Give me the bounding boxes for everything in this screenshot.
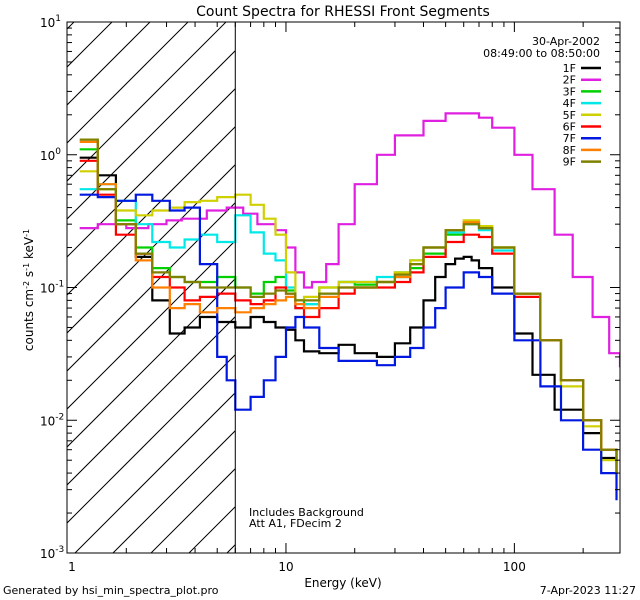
series-line-9f	[79, 138, 618, 474]
y-tick-exp: -1	[55, 280, 64, 290]
legend-label-4f: 4F	[563, 97, 576, 110]
y-label-sup3: -1	[22, 229, 31, 237]
y-axis-label: counts cm-2 s-1 keV-1	[22, 229, 37, 351]
chart-title: Count Spectra for RHESSI Front Segments	[196, 4, 490, 20]
x-tick-labels: 10 100	[278, 560, 526, 574]
hatch-line	[67, 22, 227, 182]
date-label: 30-Apr-2002	[532, 35, 600, 48]
y-tick-exp: -2	[55, 412, 64, 422]
hatch-line	[67, 202, 236, 372]
legend-label-3f: 3F	[563, 85, 576, 98]
legend-label-5f: 5F	[563, 109, 576, 122]
y-tick-label: 10-3	[40, 545, 64, 561]
time-range-label: 08:49:00 to 08:50:00	[483, 47, 600, 60]
x-tick-label: 100	[503, 560, 526, 574]
y-tick-base: 10	[40, 149, 55, 163]
legend-label-1f: 1F	[563, 62, 576, 75]
series-line-5f	[79, 170, 618, 481]
y-tick-base: 10	[40, 547, 55, 561]
y-tick-label: 10-1	[40, 280, 64, 296]
x-axis-label: Energy (keV)	[304, 576, 381, 590]
legend-label-9f: 9F	[563, 156, 576, 169]
y-label-sup2: -1	[22, 263, 31, 271]
legend-label-6f: 6F	[563, 121, 576, 134]
annotation-background: Includes Background	[249, 506, 364, 519]
hatch-line	[67, 88, 236, 258]
series-line-8f	[79, 140, 618, 474]
hatch-line	[67, 354, 236, 524]
series-line-7f	[79, 193, 618, 501]
y-label-sup1: -2	[22, 281, 31, 289]
hatch-line	[112, 430, 236, 553]
y-tick-base: 10	[40, 16, 55, 30]
timestamp-label: 7-Apr-2023 11:27	[540, 584, 636, 597]
series-line-6f	[79, 159, 618, 461]
hatch-line	[67, 50, 236, 220]
y-tick-exp: -3	[55, 545, 64, 555]
hatch-line	[74, 392, 236, 553]
y-tick-label: 101	[40, 14, 61, 30]
x-tick-label-one: 1	[68, 560, 76, 574]
y-label-main: counts cm	[22, 289, 36, 351]
hatch-line	[67, 316, 236, 486]
x-tick-label: 10	[278, 560, 293, 574]
series-line-3f	[79, 148, 618, 474]
y-label-mid: s	[22, 271, 36, 281]
series-group	[79, 112, 620, 501]
y-tick-exp: 1	[55, 14, 61, 24]
hatch-line	[67, 126, 236, 296]
legend-label-7f: 7F	[563, 132, 576, 145]
y-tick-label: 100	[40, 147, 61, 163]
y-tick-base: 10	[40, 282, 55, 296]
y-tick-exp: 0	[55, 147, 61, 157]
hatch-line	[67, 22, 151, 106]
y-label-end: keV	[22, 236, 36, 263]
series-line-1f	[79, 156, 618, 474]
hatch-line	[67, 22, 189, 144]
y-tick-base: 10	[40, 414, 55, 428]
annotation-attenuator: Att A1, FDecim 2	[249, 517, 342, 530]
hatch-line	[67, 22, 113, 68]
y-tick-label: 10-2	[40, 412, 64, 428]
generated-by-label: Generated by hsi_min_spectra_plot.pro	[3, 584, 219, 597]
axis-ticks	[67, 21, 620, 554]
legend-label-2f: 2F	[563, 74, 576, 87]
hatch-line	[67, 240, 236, 410]
series-line-2f	[79, 112, 620, 368]
hatch-region	[67, 22, 236, 553]
legend-label-8f: 8F	[563, 144, 576, 157]
